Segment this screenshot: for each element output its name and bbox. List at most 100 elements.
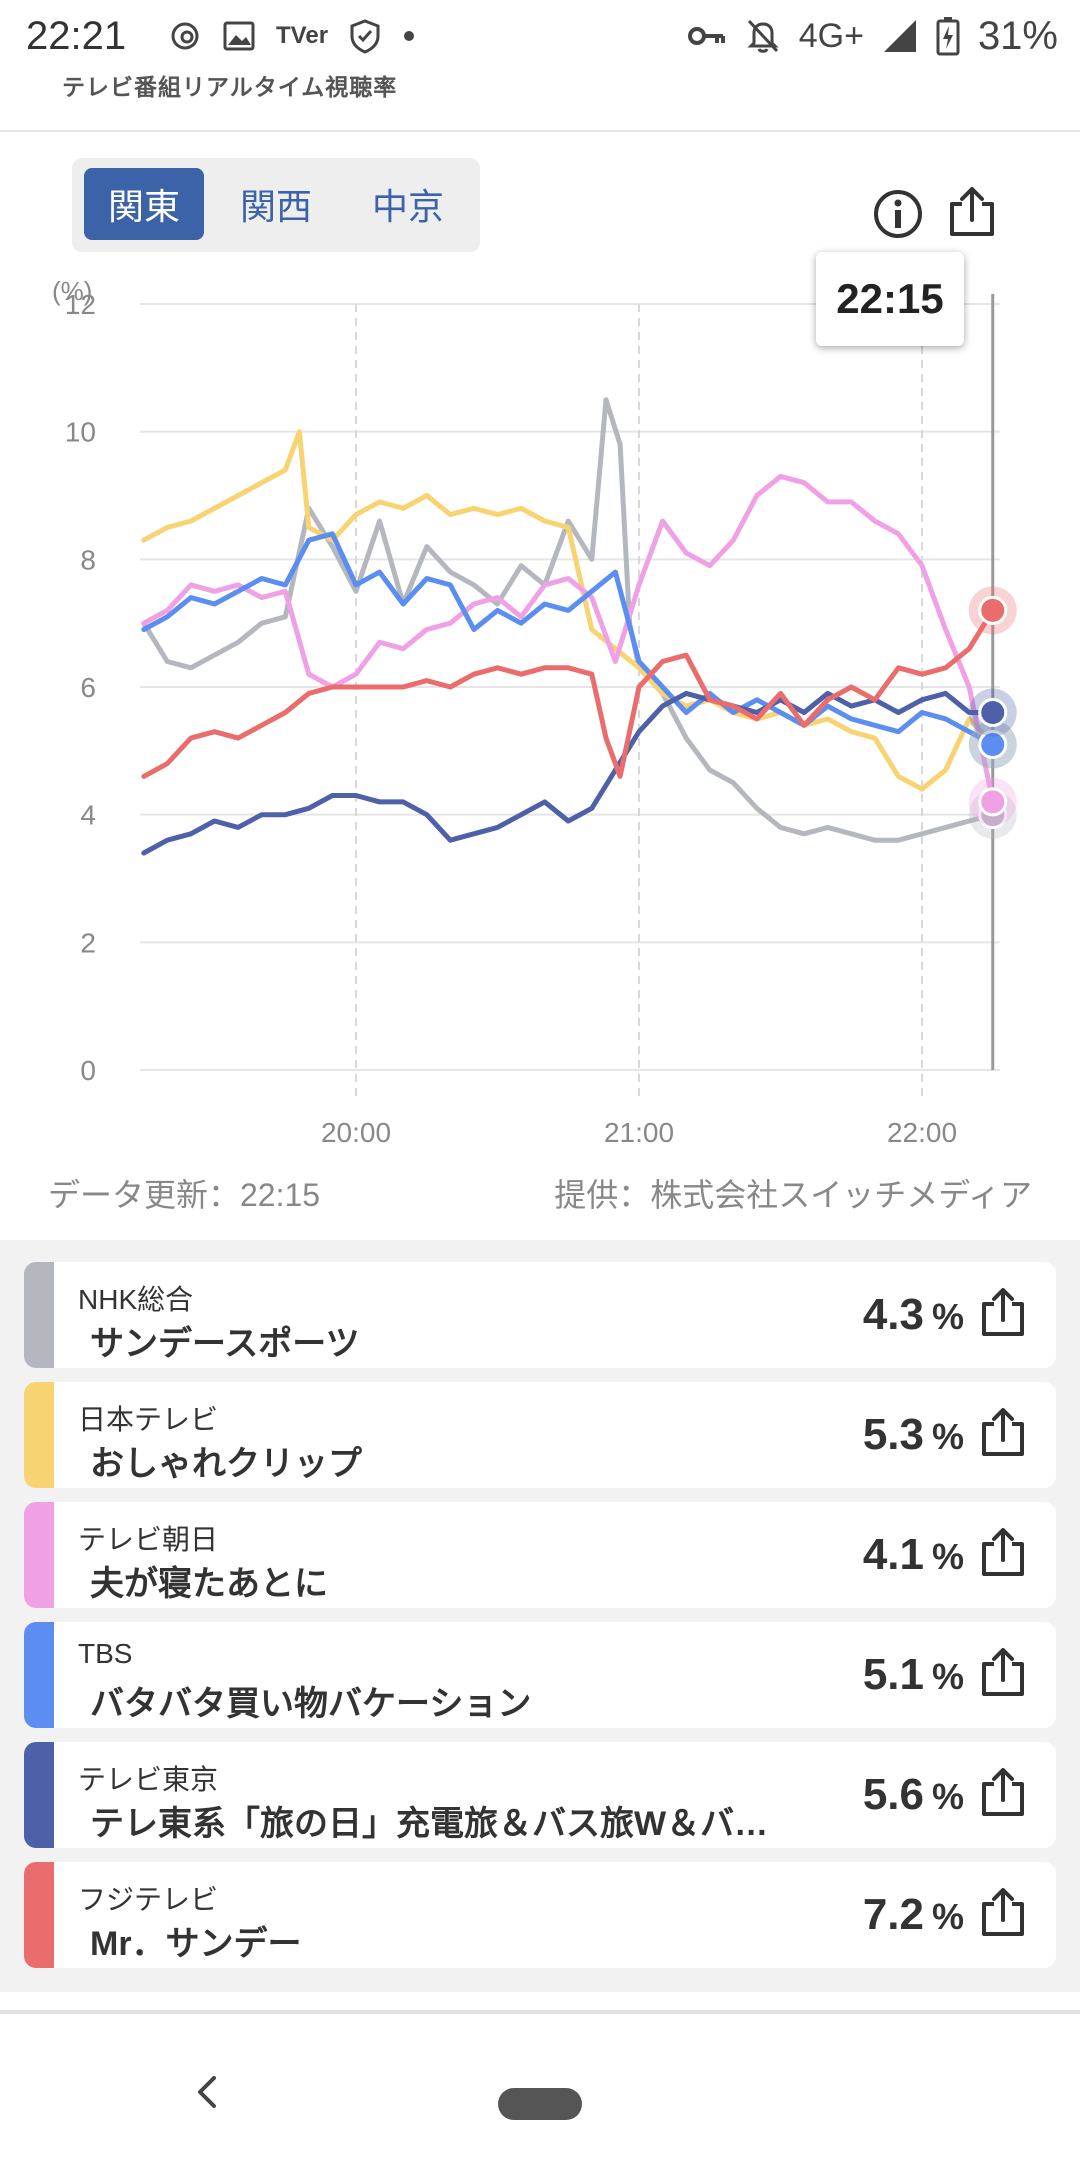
rating-unit: % (931, 1776, 964, 1817)
program-title: おしゃれクリップ (90, 1445, 362, 1483)
series-line-cx (141, 607, 996, 779)
rating-number: 5.6 (862, 1770, 924, 1819)
rating-value: 5.3% (863, 1410, 964, 1460)
rating-number: 5.1 (862, 1650, 924, 1699)
share-icon[interactable] (978, 1646, 1028, 1700)
program-card-tx[interactable]: テレビ東京 テレ東系「旅の日」充電旅＆バス旅W＆バ… 5.6% (24, 1742, 1056, 1848)
series-line-tbs (141, 531, 996, 747)
marker-point-tx (978, 698, 1008, 728)
x-tick-label: 21:00 (604, 1117, 674, 1148)
home-pill[interactable] (498, 2088, 582, 2120)
y-tick-label: 0 (80, 1055, 96, 1086)
program-title: 夫が寝たあとに (90, 1565, 328, 1603)
battery-percent: 31% (977, 13, 1058, 58)
channel-name: 日本テレビ (78, 1404, 219, 1435)
rating-number: 4.3 (862, 1290, 924, 1339)
y-tick-label: 12 (65, 289, 96, 320)
channel-color-strip (24, 1622, 54, 1728)
ratings-chart[interactable]: (%) 0 2 4 6 8 10 12 20:00 21:00 22:00 (0, 250, 1080, 1150)
rating-number: 5.3 (862, 1410, 924, 1459)
back-icon[interactable] (188, 2072, 228, 2112)
y-tick-label: 10 (65, 417, 96, 448)
share-icon[interactable] (978, 1526, 1028, 1580)
y-tick-label: 6 (80, 672, 96, 703)
rating-unit: % (931, 1896, 964, 1937)
rating-value: 4.1% (863, 1530, 964, 1580)
marker-point-ex (978, 787, 1008, 817)
rating-unit: % (931, 1416, 964, 1457)
bell-off-icon (747, 19, 779, 53)
x-tick-label: 20:00 (321, 1117, 391, 1148)
channel-name: TBS (78, 1638, 133, 1669)
program-title: テレ東系「旅の日」充電旅＆バス旅W＆バ… (90, 1805, 769, 1843)
chart-tooltip: 22:15 (816, 252, 964, 346)
program-card-tbs[interactable]: TBS バタバタ買い物バケーション 5.1% (24, 1622, 1056, 1728)
threads-icon (171, 22, 199, 50)
program-title: サンデースポーツ (90, 1325, 360, 1363)
share-icon[interactable] (944, 184, 1000, 240)
y-tick-label: 4 (80, 800, 96, 831)
rating-number: 4.1 (862, 1530, 924, 1579)
app-subtitle: テレビ番組リアルタイム視聴率 (62, 74, 398, 100)
channel-name: テレビ朝日 (78, 1524, 219, 1555)
rating-value: 7.2% (863, 1890, 964, 1940)
rating-value: 5.6% (863, 1770, 964, 1820)
region-tabs: 関東 関西 中京 (72, 158, 480, 252)
program-card-ex[interactable]: テレビ朝日 夫が寝たあとに 4.1% (24, 1502, 1056, 1608)
dot-icon (404, 31, 415, 41)
rating-value: 5.1% (863, 1650, 964, 1700)
status-bar: 22:21 TVer 4G+ 31% テレビ番組リアルタイム視聴率 (0, 0, 1080, 101)
rating-unit: % (931, 1656, 964, 1697)
header-divider (0, 130, 1080, 132)
program-title: バタバタ買い物バケーション (90, 1685, 532, 1723)
share-icon[interactable] (978, 1766, 1028, 1820)
data-provider-label: 提供：株式会社スイッチメディア (554, 1177, 1032, 1213)
y-tick-label: 8 (80, 544, 96, 575)
program-title: Mr．サンデー (90, 1925, 302, 1963)
status-right-icons: 4G+ 31% (687, 14, 1058, 58)
series-line-ex (141, 473, 996, 805)
series-line-ntv (141, 429, 996, 792)
marker-point-tbs (978, 729, 1008, 759)
status-left-icons: TVer (168, 14, 416, 58)
image-icon (223, 21, 255, 51)
program-card-ntv[interactable]: 日本テレビ おしゃれクリップ 5.3% (24, 1382, 1056, 1488)
rating-value: 4.3% (863, 1290, 964, 1340)
channel-name: テレビ東京 (78, 1764, 219, 1795)
channel-name: フジテレビ (78, 1884, 219, 1915)
channel-color-strip (24, 1382, 54, 1488)
channel-color-strip (24, 1262, 54, 1368)
program-card-cx[interactable]: フジテレビ Mr．サンデー 7.2% (24, 1862, 1056, 1968)
y-unit-label: (%) (52, 276, 92, 306)
series-line-nhk (141, 397, 996, 843)
tab-kansai[interactable]: 関西 (239, 186, 312, 227)
rating-unit: % (931, 1536, 964, 1577)
channel-color-strip (24, 1742, 54, 1848)
program-card-nhk[interactable]: NHK総合 サンデースポーツ 4.3% (24, 1262, 1056, 1368)
rating-number: 7.2 (862, 1890, 924, 1939)
tver-icon: TVer (276, 22, 329, 49)
channel-color-strip (24, 1502, 54, 1608)
tab-kanto[interactable]: 関東 (84, 168, 204, 240)
share-icon[interactable] (978, 1886, 1028, 1940)
info-icon[interactable] (870, 186, 926, 242)
x-tick-label: 22:00 (887, 1117, 957, 1148)
network-type: 4G+ (798, 16, 864, 55)
share-icon[interactable] (978, 1406, 1028, 1460)
signal-icon (883, 20, 916, 52)
rating-unit: % (931, 1296, 964, 1337)
shield-icon (350, 19, 380, 54)
bottom-divider (0, 2010, 1080, 2014)
system-nav-bar (0, 2016, 1080, 2160)
program-list: NHK総合 サンデースポーツ 4.3% 日本テレビ おしゃれクリップ 5.3% … (0, 1240, 1080, 1992)
tab-chukyo[interactable]: 中京 (371, 186, 444, 227)
marker-point-cx (978, 595, 1008, 625)
key-icon (687, 27, 725, 45)
channel-color-strip (24, 1862, 54, 1968)
share-icon[interactable] (978, 1286, 1028, 1340)
channel-name: NHK総合 (78, 1284, 194, 1315)
battery-charging-icon (936, 17, 960, 56)
y-tick-label: 2 (80, 927, 96, 958)
status-time: 22:21 (26, 14, 127, 58)
data-updated-label: データ更新：22:15 (48, 1177, 321, 1213)
